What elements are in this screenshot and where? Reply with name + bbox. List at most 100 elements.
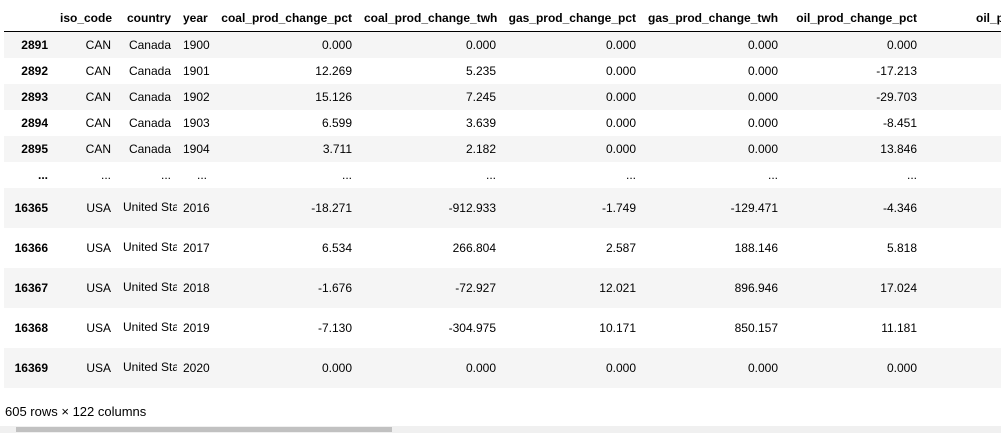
table-cell: CAN [85,37,111,52]
table-cell [923,308,1001,348]
table-cell: -912.933 [448,200,496,215]
table-cell: Canada [128,63,171,78]
table-cell: 7.245 [465,89,496,104]
table-cell: 896.946 [734,280,778,295]
table-cell: United States [123,360,177,374]
table-cell: USA [86,240,111,255]
table-cell: Canada [128,115,171,130]
table-cell: 3.711 [322,141,352,156]
scrollbar-thumb[interactable] [16,427,392,432]
table-cell: Canada [128,141,171,156]
column-header: year [177,4,213,32]
table-row: ........................... [4,161,1001,188]
index-header [4,4,54,32]
table-row: 2891 CAN Canada 1900 0.000 0.000 0.000 0.000 0.0… [4,31,1001,58]
table-cell: 15.126 [315,89,352,104]
table-cell: USA [86,360,111,375]
table-row: 16367 USA United States 2018 -1.676 -72.927 12… [4,267,1001,308]
table-cell: 1904 [183,141,210,156]
table-cell: United States [123,280,177,294]
table-cell: 17.024 [880,280,917,295]
table-cell: 0.000 [747,141,778,156]
table-cell: 0.000 [747,89,778,104]
table-cell: 0.000 [465,37,496,52]
table-cell [923,136,1001,162]
column-header: gas_prod_change_twh [642,4,784,32]
table-cell: 13.846 [880,141,917,156]
table-cell: ... [100,167,111,182]
table-cell: 1900 [183,37,210,52]
table-cell: 0.000 [605,63,636,78]
table-cell: 3.639 [465,115,496,130]
table-cell: ... [906,167,917,182]
table-cell: -1.676 [317,280,352,295]
table-cell [923,348,1001,388]
table-cell [923,58,1001,84]
table-cell: Canada [128,37,171,52]
row-index: ... [37,167,48,182]
table-cell: 5.818 [886,240,917,255]
horizontal-scrollbar[interactable] [0,426,1001,433]
table-cell: USA [86,200,111,215]
table-cell: 0.000 [747,37,778,52]
table-cell: 0.000 [605,89,636,104]
table-cell: United States [123,320,177,334]
row-index: 2893 [21,89,48,104]
table-cell [923,32,1001,58]
table-cell: 0.000 [747,360,778,375]
table-cell: 266.804 [452,240,496,255]
table-cell: 6.599 [321,115,352,130]
table-cell: -72.927 [455,280,496,295]
table-row: 16368 USA United States 2019 -7.130 -304.975 1… [4,307,1001,348]
table-cell [923,228,1001,268]
row-index: 2894 [21,115,48,130]
table-cell: 2018 [183,280,210,295]
table-cell: -7.130 [317,320,352,335]
table-cell: 0.000 [321,360,352,375]
table-cell: 0.000 [605,115,636,130]
table-cell: -29.703 [876,89,917,104]
table-cell [923,268,1001,308]
table-cell: 2020 [183,360,210,375]
table-cell: ... [485,167,496,182]
table-cell: 5.235 [465,63,496,78]
row-index: 16369 [14,360,48,375]
table-cell: -129.471 [730,200,778,215]
table-cell: 850.157 [734,320,778,335]
table-row: 2892 CAN Canada 1901 12.269 5.235 0.000 0.000 -1… [4,57,1001,84]
table-cell: ... [160,167,171,182]
table-cell: 12.021 [599,280,636,295]
table-cell: United States [123,200,177,214]
table-cell: -8.451 [882,115,917,130]
row-index: 16368 [14,320,48,335]
table-cell: 2016 [183,200,210,215]
table-cell: USA [86,280,111,295]
table-row: 16369 USA United States 2020 0.000 0.000 0.000… [4,347,1001,388]
row-index: 2891 [21,37,48,52]
table-cell: 2017 [183,240,210,255]
table-row: 2893 CAN Canada 1902 15.126 7.245 0.000 0.000 -2… [4,83,1001,110]
table-cell: 0.000 [605,141,636,156]
row-index: 16365 [14,200,48,215]
table-cell [923,188,1001,228]
table-cell: ... [625,167,636,182]
table-cell: 6.534 [321,240,352,255]
column-header: iso_code [54,4,117,32]
table-cell: 0.000 [605,360,636,375]
table-cell: 2019 [183,320,210,335]
table-cell: 0.000 [321,37,352,52]
table-cell: CAN [85,141,111,156]
table-cell: -18.271 [311,200,352,215]
table-cell: -304.975 [448,320,496,335]
table-cell: 2.587 [605,240,636,255]
table-body: 2891 CAN Canada 1900 0.000 0.000 0.000 0.000 0.0… [4,31,1001,388]
column-header: oil_prod_chan [923,4,1001,32]
table-row: 2895 CAN Canada 1904 3.711 2.182 0.000 0.000 13.… [4,135,1001,162]
row-index: 16367 [14,280,48,295]
table-cell: -4.346 [882,200,917,215]
table-cell: 11.181 [881,320,917,335]
table-cell: 0.000 [605,37,636,52]
table-cell: CAN [85,115,111,130]
table-row: 16366 USA United States 2017 6.534 266.804 2.5… [4,227,1001,268]
